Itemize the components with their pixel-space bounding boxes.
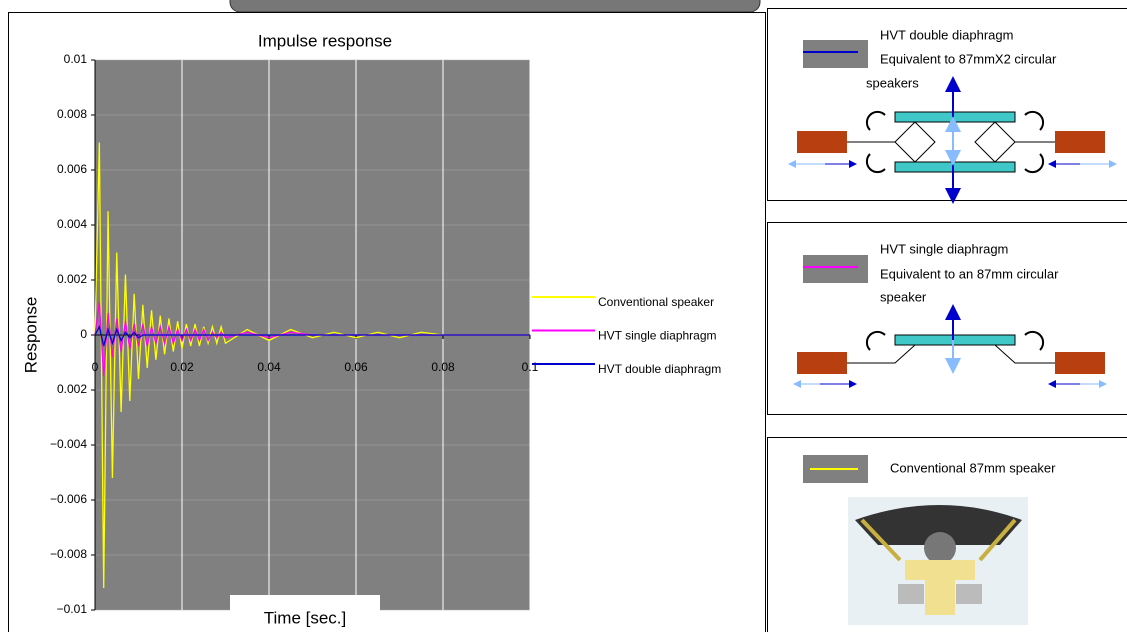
- y-tick-label: 0.002: [57, 272, 87, 286]
- panel-single: HVT single diaphragm Equivalent to an 87…: [768, 223, 1127, 415]
- top-bar: [230, 0, 760, 12]
- x-axis-label: Time [sec.]: [264, 608, 347, 627]
- y-tick-label: 0.002: [57, 382, 87, 396]
- x-tick-label: 0.02: [170, 360, 194, 374]
- x-tick-label: 0.1: [522, 360, 539, 374]
- y-tick-label: 0: [80, 327, 87, 341]
- y-tick-label: 0.006: [57, 162, 87, 176]
- panel-legend: HVT single diaphragm: [880, 241, 1008, 256]
- panel-legend: Conventional 87mm speaker: [890, 460, 1056, 475]
- y-tick-label: −0.004: [50, 437, 87, 451]
- x-tick-label: 0.04: [257, 360, 281, 374]
- x-tick-label: 0.08: [431, 360, 455, 374]
- panel-double: HVT double diaphragm Equivalent to 87mmX…: [768, 9, 1127, 201]
- y-tick-label: −0.008: [50, 547, 87, 561]
- panel-legend: HVT double diaphragm: [880, 27, 1013, 42]
- y-tick-label: 0.004: [57, 217, 87, 231]
- legend-label: Conventional speaker: [598, 295, 714, 309]
- screen: −0.01 −0.008 −0.006 −0.004 0.002 0 0.002 0.004 0…: [0, 0, 1127, 632]
- y-tick-label: 0.01: [64, 52, 88, 66]
- y-tick-label: −0.01: [57, 602, 88, 616]
- y-tick-label: 0.008: [57, 107, 87, 121]
- legend-label: HVT double diaphragm: [598, 362, 721, 376]
- panel-conventional: Conventional 87mm speaker: [768, 438, 1127, 632]
- page: {"chart_data":{"type":"line","title":"Im…: [0, 0, 1127, 632]
- panel-text: Equivalent to 87mmX2 circular: [880, 51, 1057, 66]
- y-tick-label: −0.006: [50, 492, 87, 506]
- x-tick-label: 0.06: [344, 360, 368, 374]
- y-axis-label: Response: [21, 297, 40, 374]
- panel-text: speaker: [880, 289, 927, 304]
- legend-label: HVT single diaphragm: [598, 329, 717, 343]
- panel-text: Equivalent to an 87mm circular: [880, 266, 1059, 281]
- chart-title: Impulse response: [258, 31, 392, 50]
- panel-text: speakers: [866, 75, 919, 90]
